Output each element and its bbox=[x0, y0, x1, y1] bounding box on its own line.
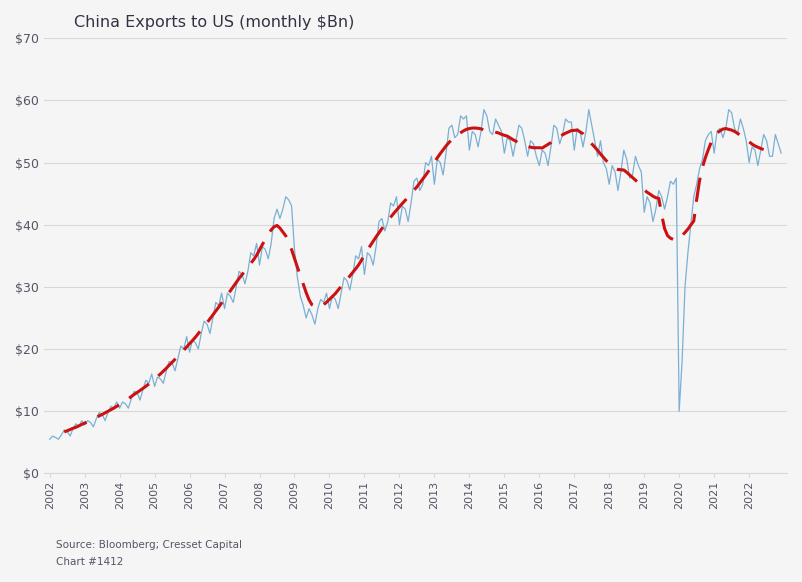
Text: China Exports to US (monthly $Bn): China Exports to US (monthly $Bn) bbox=[74, 15, 354, 30]
Text: Source: Bloomberg; Cresset Capital: Source: Bloomberg; Cresset Capital bbox=[56, 540, 242, 550]
Text: Chart #1412: Chart #1412 bbox=[56, 558, 124, 567]
